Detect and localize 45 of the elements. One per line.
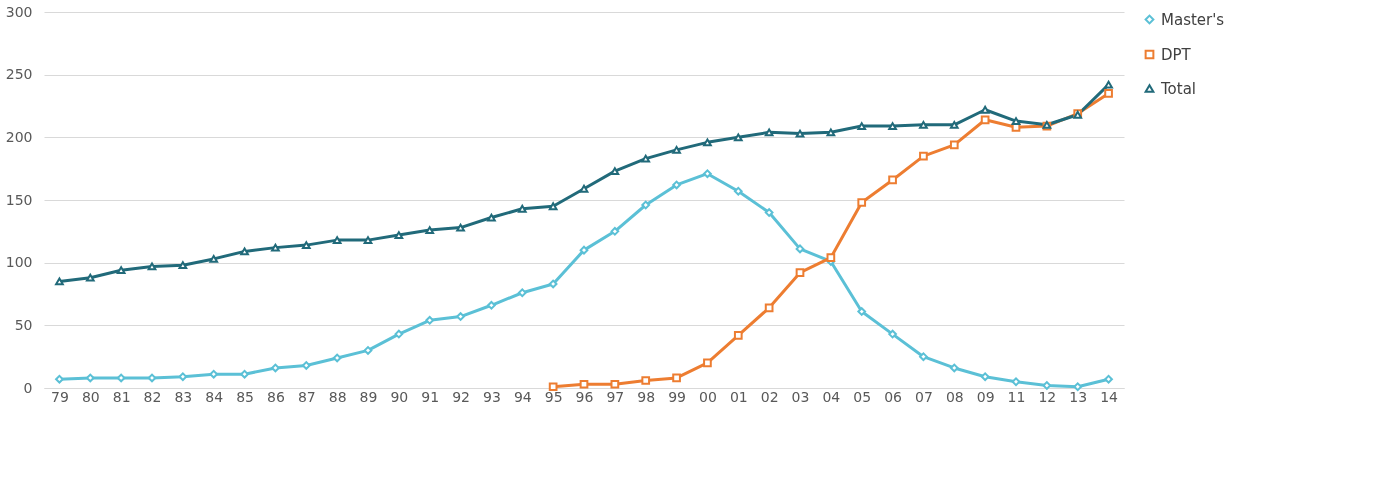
x-tick-label: 84 (205, 388, 224, 405)
x-tick-label: 88 (328, 388, 347, 405)
x-tick-label: 92 (452, 388, 470, 405)
x-tick-label: 95 (544, 388, 563, 405)
x-tick-label: 96 (575, 388, 594, 405)
legend-label: Master's (1161, 10, 1225, 29)
y-tick-label: 100 (5, 254, 33, 271)
x-tick-label: 79 (51, 388, 69, 405)
x-tick-label: 98 (637, 388, 656, 405)
x-tick-label: 11 (1007, 388, 1026, 405)
x-tick-label: 08 (945, 388, 964, 405)
x-tick-label: 91 (421, 388, 440, 405)
x-tick-label: 06 (884, 388, 903, 405)
x-tick-label: 05 (853, 388, 872, 405)
x-tick-label: 09 (976, 388, 995, 405)
x-tick-label: 93 (483, 388, 501, 405)
x-tick-label: 01 (729, 388, 748, 405)
legend-label: DPT (1161, 45, 1192, 64)
x-tick-label: 00 (699, 388, 717, 405)
x-tick-label: 99 (668, 388, 686, 405)
legend-label: Total (1160, 79, 1197, 98)
x-tick-label: 12 (1038, 388, 1057, 405)
y-tick-label: 0 (23, 379, 33, 396)
x-tick-label: 89 (359, 388, 378, 405)
x-tick-label: 14 (1100, 388, 1119, 405)
x-tick-label: 13 (1069, 388, 1088, 405)
x-tick-label: 82 (143, 388, 162, 405)
x-tick-label: 80 (81, 388, 100, 405)
x-tick-label: 97 (606, 388, 625, 405)
y-tick-label: 300 (5, 3, 33, 20)
x-tick-label: 81 (112, 388, 131, 405)
x-tick-label: 85 (236, 388, 254, 405)
y-tick-label: 200 (5, 128, 33, 145)
x-tick-label: 87 (297, 388, 316, 405)
y-tick-label: 50 (14, 316, 33, 333)
y-tick-label: 250 (5, 66, 33, 83)
x-tick-label: 86 (267, 388, 285, 405)
x-tick-label: 94 (513, 388, 532, 405)
y-tick-label: 150 (5, 191, 33, 208)
x-tick-label: 03 (791, 388, 810, 405)
x-tick-label: 04 (822, 388, 841, 405)
x-tick-label: 90 (390, 388, 409, 405)
x-tick-label: 02 (760, 388, 779, 405)
x-tick-label: 07 (915, 388, 933, 405)
x-tick-label: 83 (174, 388, 193, 405)
